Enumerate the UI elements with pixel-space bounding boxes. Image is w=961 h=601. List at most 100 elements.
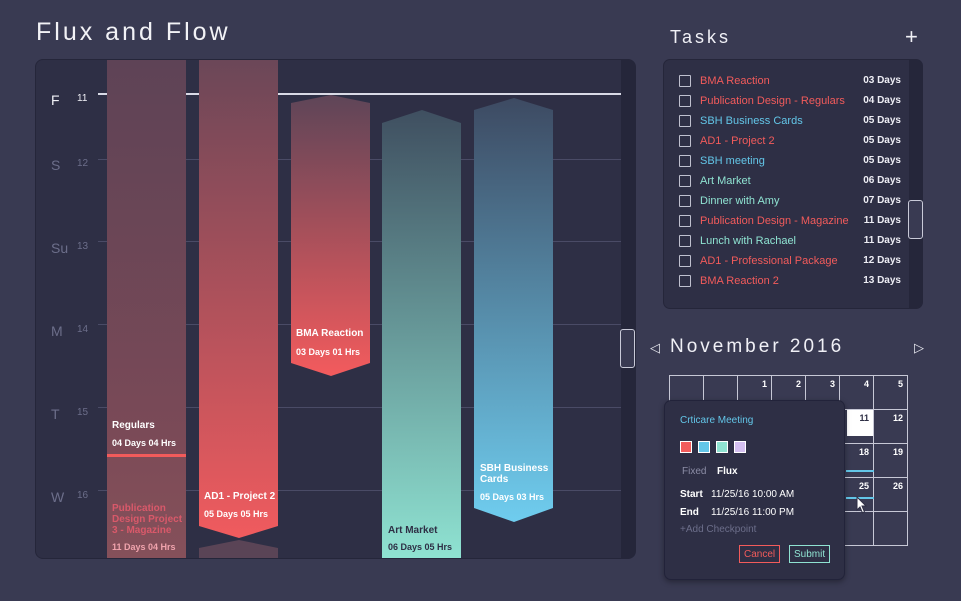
- bar-duration: 04 Days 04 Hrs: [112, 438, 177, 448]
- task-name: SBH Business Cards: [700, 115, 803, 127]
- task-bar-regulars[interactable]: [107, 60, 186, 456]
- bar-title: SBH Business Cards: [480, 463, 549, 485]
- task-days: 05 Days: [863, 115, 901, 126]
- task-checkbox[interactable]: [679, 275, 691, 287]
- task-checkbox[interactable]: [679, 75, 691, 87]
- task-days: 06 Days: [863, 175, 901, 186]
- calendar-day[interactable]: 4: [840, 376, 874, 410]
- task-name: Publication Design - Regulars: [700, 95, 845, 107]
- today-date: 11: [847, 410, 873, 436]
- task-item[interactable]: AD1 - Professional Package 12 Days: [679, 253, 901, 269]
- task-item[interactable]: Publication Design - Magazine 11 Days: [679, 213, 901, 229]
- calendar-day[interactable]: 18: [840, 444, 874, 478]
- task-item[interactable]: Dinner with Amy 07 Days: [679, 193, 901, 209]
- date-label: 13: [77, 241, 89, 252]
- mouse-cursor-icon: [856, 496, 868, 514]
- task-item[interactable]: BMA Reaction 03 Days: [679, 73, 901, 89]
- tasks-scrollbar-thumb[interactable]: [908, 200, 923, 239]
- bar-title: Regulars: [112, 420, 155, 431]
- task-name: BMA Reaction: [700, 75, 770, 87]
- task-checkbox[interactable]: [679, 95, 691, 107]
- task-name: BMA Reaction 2: [700, 275, 779, 287]
- task-days: 11 Days: [863, 215, 901, 226]
- task-bar-art-market[interactable]: [382, 110, 462, 559]
- date-label: 14: [77, 324, 89, 335]
- tasks-scrollbar-track[interactable]: [909, 60, 922, 308]
- calendar-day[interactable]: 19: [874, 444, 908, 478]
- task-checkbox[interactable]: [679, 135, 691, 147]
- calendar-day-today[interactable]: 11: [840, 410, 874, 444]
- calendar-day[interactable]: 25: [840, 478, 874, 512]
- task-name: AD1 - Professional Package: [700, 255, 838, 267]
- cancel-button[interactable]: Cancel: [739, 545, 781, 563]
- end-value[interactable]: 11/25/16 11:00 PM: [711, 507, 795, 518]
- mode-flux-toggle[interactable]: Flux: [717, 466, 738, 477]
- task-bar-sbh-business-cards[interactable]: [474, 98, 554, 523]
- date-label: 12: [77, 158, 89, 169]
- submit-button[interactable]: Submit: [789, 545, 831, 563]
- bar-duration: 11 Days 04 Hrs: [112, 542, 176, 552]
- task-item[interactable]: Publication Design - Regulars 04 Days: [679, 93, 901, 109]
- task-days: 11 Days: [863, 235, 901, 246]
- today-line: [98, 93, 622, 95]
- calendar-day[interactable]: [874, 512, 908, 546]
- row-divider: [98, 407, 622, 408]
- task-name: AD1 - Project 2: [700, 135, 775, 147]
- date-label: 15: [77, 407, 89, 418]
- task-days: 12 Days: [863, 255, 901, 266]
- next-month-icon[interactable]: ▷: [914, 340, 924, 355]
- task-item[interactable]: SBH Business Cards 05 Days: [679, 113, 901, 129]
- task-item[interactable]: SBH meeting 05 Days: [679, 153, 901, 169]
- add-task-icon[interactable]: +: [905, 24, 918, 49]
- bar-title: AD1 - Project 2: [204, 491, 276, 502]
- task-checkbox[interactable]: [679, 215, 691, 227]
- calendar-day[interactable]: 5: [874, 376, 908, 410]
- bar-duration: 05 Days 03 Hrs: [480, 492, 545, 502]
- task-item[interactable]: AD1 - Project 2 05 Days: [679, 133, 901, 149]
- bar-title: BMA Reaction: [296, 328, 364, 339]
- task-checkbox[interactable]: [679, 175, 691, 187]
- task-name: Publication Design - Magazine: [700, 215, 849, 227]
- calendar-day[interactable]: 26: [874, 478, 908, 512]
- add-checkpoint-link[interactable]: +Add Checkpoint: [680, 524, 757, 535]
- prev-month-icon[interactable]: ◁: [650, 340, 660, 355]
- calendar-day[interactable]: 12: [874, 410, 908, 444]
- timeline-scrollbar-track[interactable]: [621, 60, 635, 558]
- start-value[interactable]: 11/25/16 10:00 AM: [711, 489, 795, 500]
- task-name: SBH meeting: [700, 155, 765, 167]
- date-label: 16: [77, 490, 89, 501]
- event-marker: [846, 497, 874, 499]
- bar-duration: 05 Days 05 Hrs: [204, 509, 269, 519]
- task-checkbox[interactable]: [679, 195, 691, 207]
- task-name: Art Market: [700, 175, 751, 187]
- mode-fixed-toggle[interactable]: Fixed: [682, 466, 707, 477]
- color-swatch-blue[interactable]: [698, 441, 710, 453]
- bar-title: Publication Design Project 3 - Magazine: [112, 503, 183, 536]
- task-bar-bma-reaction[interactable]: [291, 95, 371, 377]
- color-swatch-lavender[interactable]: [734, 441, 746, 453]
- task-checkbox[interactable]: [679, 255, 691, 267]
- task-days: 13 Days: [863, 275, 901, 286]
- task-days: 04 Days: [863, 95, 901, 106]
- event-title: Crticare Meeting: [680, 415, 754, 426]
- tasks-title: Tasks: [670, 27, 732, 47]
- color-swatch-red[interactable]: [680, 441, 692, 453]
- day-label: Su: [51, 240, 69, 256]
- day-label: W: [51, 489, 65, 505]
- task-checkbox[interactable]: [679, 155, 691, 167]
- timeline-scrollbar-thumb[interactable]: [620, 329, 635, 368]
- bar-duration: 06 Days 05 Hrs: [388, 542, 453, 552]
- task-bar-ad1-project2[interactable]: [199, 60, 279, 559]
- start-label: Start: [680, 489, 703, 500]
- bar-duration: 03 Days 01 Hrs: [296, 347, 361, 357]
- task-checkbox[interactable]: [679, 115, 691, 127]
- task-item[interactable]: Lunch with Rachael 11 Days: [679, 233, 901, 249]
- task-checkbox[interactable]: [679, 235, 691, 247]
- row-divider: [98, 490, 622, 491]
- task-item[interactable]: BMA Reaction 2 13 Days: [679, 273, 901, 289]
- task-days: 05 Days: [863, 155, 901, 166]
- task-item[interactable]: Art Market 06 Days: [679, 173, 901, 189]
- color-swatch-teal[interactable]: [716, 441, 728, 453]
- task-days: 07 Days: [863, 195, 901, 206]
- calendar-day[interactable]: [840, 512, 874, 546]
